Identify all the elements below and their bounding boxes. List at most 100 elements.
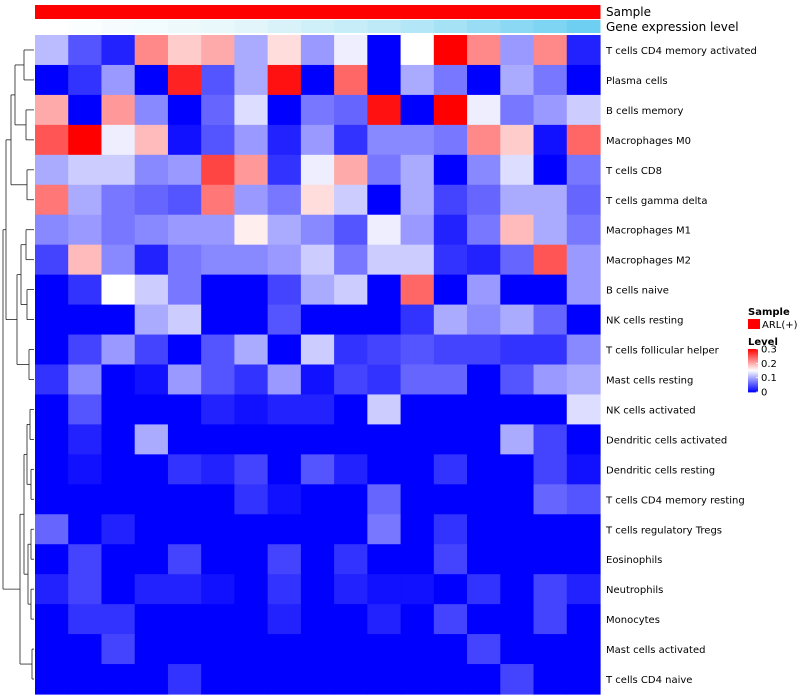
heatmap-cell (400, 634, 435, 665)
heatmap-cell (234, 274, 269, 306)
heatmap-cell (201, 334, 236, 366)
row-label: T cells regulatory Tregs (605, 525, 722, 536)
heatmap-cell (533, 394, 568, 426)
heatmap-cell (300, 244, 335, 276)
heatmap-cell (533, 124, 568, 156)
heatmap-cell (68, 214, 103, 246)
heatmap-cell (267, 214, 302, 246)
legend-tick-label: 0.2 (761, 359, 777, 370)
heatmap-cell (500, 334, 535, 366)
heatmap-cell (500, 64, 535, 96)
heatmap-cell (566, 274, 601, 306)
heatmap-cell (367, 154, 402, 186)
heatmap-cell (234, 454, 269, 485)
row-label: Macrophages M2 (606, 256, 691, 267)
heatmap-cell (300, 184, 335, 216)
heatmap-cell (433, 334, 468, 366)
heatmap-cell (400, 334, 435, 366)
heatmap-cell (400, 454, 435, 485)
heatmap-cell (400, 214, 435, 246)
heatmap-cell (167, 334, 202, 366)
heatmap-cell (167, 274, 202, 306)
heatmap-cell (267, 454, 302, 485)
heatmap-cell (334, 35, 368, 66)
heatmap-cell (167, 364, 202, 396)
heatmap-cell (300, 124, 335, 156)
legend-gradient-step (748, 389, 758, 392)
heatmap-cell (134, 64, 169, 96)
heatmap-cell (367, 604, 402, 635)
heatmap-cell (68, 424, 103, 455)
heatmap-cell (201, 304, 236, 336)
heatmap-cell (101, 184, 136, 216)
heatmap-cell (367, 394, 402, 426)
heatmap-cell (101, 664, 136, 695)
heatmap-cell (201, 484, 236, 515)
annotation-expression-cell (234, 20, 269, 33)
annotation-sample-cell (433, 5, 468, 19)
legend-gradient-step (748, 354, 758, 356)
heatmap-cell (433, 304, 468, 336)
heatmap-cell (234, 574, 269, 605)
heatmap-cell (134, 154, 169, 186)
row-label: Macrophages M0 (606, 136, 691, 147)
heatmap-cell (300, 634, 335, 665)
legend-tick-label: 0.1 (761, 373, 777, 384)
heatmap-cell (101, 604, 136, 635)
annotation-expression-cell (68, 20, 102, 33)
heatmap-cell (566, 574, 601, 605)
annotation-sample-cell (566, 5, 601, 19)
annotation-expression-cell (267, 20, 302, 33)
heatmap-cell (167, 574, 202, 605)
row-label: T cells gamma delta (605, 196, 707, 207)
heatmap-cell (234, 154, 269, 186)
legend-gradient-step (748, 382, 758, 384)
row-dendrogram (2, 49, 34, 680)
heatmap-cell (101, 424, 136, 455)
heatmap-cell (234, 364, 269, 396)
heatmap-cell (167, 484, 202, 515)
heatmap-cell (533, 304, 568, 336)
heatmap-cell (234, 334, 269, 366)
heatmap-cell (267, 244, 302, 276)
heatmap-cell (267, 664, 302, 695)
heatmap-cell (267, 334, 302, 366)
heatmap-cell (500, 604, 535, 635)
legend-gradient-step (748, 381, 758, 383)
annotation-expression-cell (35, 20, 69, 33)
heatmap-cell (433, 484, 468, 515)
heatmap-cell (201, 274, 236, 306)
heatmap-cell (566, 184, 601, 216)
heatmap-cell (267, 634, 302, 665)
heatmap-cell (267, 304, 302, 336)
heatmap-cell (566, 334, 601, 366)
heatmap-cell (201, 424, 236, 455)
annotation-sample-cell (533, 5, 568, 19)
heatmap-cell (500, 634, 535, 665)
heatmap-cell (334, 94, 368, 126)
heatmap-cell (134, 124, 169, 156)
heatmap-cell (134, 214, 169, 246)
row-labels: T cells CD4 memory activated Plasma cells… (605, 46, 757, 686)
heatmap-cell (167, 64, 202, 96)
heatmap-cell (334, 364, 368, 396)
heatmap-cell (533, 214, 568, 246)
heatmap-cell (334, 244, 368, 276)
heatmap-cell (500, 304, 535, 336)
legend-gradient-step (748, 390, 758, 393)
heatmap-cell (533, 274, 568, 306)
heatmap-cell (334, 274, 368, 306)
heatmap-cell (101, 514, 136, 545)
row-label: B cells naive (606, 286, 669, 297)
heatmap-cell (500, 574, 535, 605)
heatmap-cell (334, 484, 368, 515)
heatmap-cell (35, 364, 69, 396)
heatmap-cell (267, 424, 302, 455)
heatmap-cell (300, 424, 335, 455)
annotation-expression-cell (300, 20, 335, 33)
heatmap-cell (400, 394, 435, 426)
annotation-bars (35, 5, 601, 33)
annotation-expression-cell (367, 20, 402, 33)
row-label: B cells memory (606, 106, 683, 117)
heatmap-cell (167, 35, 202, 66)
